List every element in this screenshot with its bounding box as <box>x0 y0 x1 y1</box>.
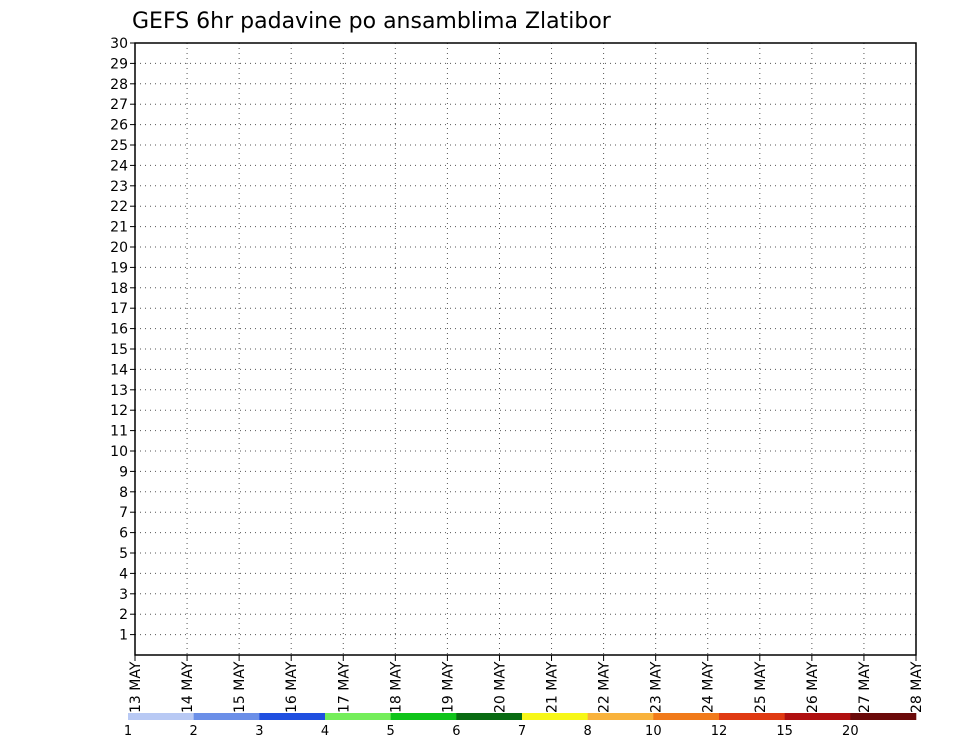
x-tick-label: 21 MAY <box>545 661 561 713</box>
colorbar-label: 10 <box>645 724 662 739</box>
colorbar-swatch <box>784 713 851 720</box>
colorbar-swatch <box>587 713 654 720</box>
y-tick-label: 21 <box>110 220 128 236</box>
x-tick-label: 18 MAY <box>388 661 404 713</box>
x-tick-label: 27 MAY <box>857 661 873 713</box>
colorbar-label: 5 <box>387 724 395 739</box>
colorbar-swatch <box>456 713 523 720</box>
colorbar: 1 2 3 4 5 6 7 8 10 12 15 20 <box>124 713 917 739</box>
y-tick-label: 19 <box>110 260 128 276</box>
colorbar-label: 15 <box>776 724 793 739</box>
y-tick-label: 29 <box>110 56 128 72</box>
colorbar-label: 7 <box>518 724 526 739</box>
y-tick-label: 28 <box>110 77 128 93</box>
grid-lines <box>134 42 917 655</box>
y-tick-label: 16 <box>110 322 128 338</box>
colorbar-swatch <box>390 713 457 720</box>
x-tick-label: 22 MAY <box>597 661 613 713</box>
x-tick-label: 16 MAY <box>284 661 300 713</box>
x-tick-label: 14 MAY <box>180 661 196 713</box>
y-tick-label: 7 <box>119 505 128 521</box>
y-tick-label: 25 <box>110 138 128 154</box>
colorbar-swatch <box>653 713 720 720</box>
y-tick-label: 11 <box>110 424 128 440</box>
colorbar-label: 2 <box>190 724 198 739</box>
x-tick-label: 25 MAY <box>753 661 769 713</box>
y-tick-label: 9 <box>119 464 128 480</box>
y-tick-label: 8 <box>119 485 128 501</box>
y-tick-label: 30 <box>110 36 128 52</box>
x-tick-label: 28 MAY <box>909 661 925 713</box>
y-tick-label: 13 <box>110 383 128 399</box>
y-tick-label: 15 <box>110 342 128 358</box>
y-tick-label: 20 <box>110 240 128 256</box>
x-tick-label: 26 MAY <box>805 661 821 713</box>
y-tick-label: 27 <box>110 97 128 113</box>
colorbar-swatch <box>259 713 326 720</box>
y-tick-label: 5 <box>119 546 128 562</box>
x-tick-label: 20 MAY <box>492 661 508 713</box>
x-tick-label: 17 MAY <box>336 661 352 713</box>
colorbar-label: 20 <box>842 724 859 739</box>
colorbar-label: 4 <box>321 724 329 739</box>
colorbar-label: 3 <box>255 724 263 739</box>
colorbar-label: 12 <box>711 724 728 739</box>
x-tick-label: 24 MAY <box>701 661 717 713</box>
y-tick-label: 26 <box>110 118 128 134</box>
y-tick-label: 1 <box>119 628 128 644</box>
colorbar-swatch <box>193 713 260 720</box>
y-tick-label: 18 <box>110 281 128 297</box>
x-tick-label: 19 MAY <box>440 661 456 713</box>
colorbar-swatch <box>128 713 194 720</box>
y-tick-label: 22 <box>110 199 128 215</box>
y-tick-label: 17 <box>110 301 128 317</box>
y-tick-label: 2 <box>119 607 128 623</box>
colorbar-swatch <box>325 713 391 720</box>
y-tick-label: 3 <box>119 587 128 603</box>
y-tick-label: 24 <box>110 158 128 174</box>
y-tick-label: 12 <box>110 403 128 419</box>
y-axis: 1234567891011121314151617181920212223242… <box>110 36 135 644</box>
colorbar-label: 6 <box>452 724 460 739</box>
colorbar-swatch <box>719 713 785 720</box>
y-tick-label: 10 <box>110 444 128 460</box>
x-tick-label: 13 MAY <box>128 661 144 713</box>
colorbar-swatch <box>522 713 588 720</box>
y-tick-label: 14 <box>110 362 128 378</box>
colorbar-swatch <box>850 713 917 720</box>
x-axis: 13 MAY 14 MAY 15 MAY 16 MAY 17 MAY 18 MAY 19 M… <box>128 655 925 713</box>
colorbar-label: 8 <box>584 724 592 739</box>
x-tick-label: 15 MAY <box>232 661 248 713</box>
colorbar-label: 1 <box>124 724 132 739</box>
chart-title: GEFS 6hr padavine po ansamblima Zlatibor <box>132 9 612 34</box>
x-tick-label: 23 MAY <box>649 661 665 713</box>
y-tick-label: 4 <box>119 566 128 582</box>
y-tick-label: 23 <box>110 179 128 195</box>
y-tick-label: 6 <box>119 526 128 542</box>
